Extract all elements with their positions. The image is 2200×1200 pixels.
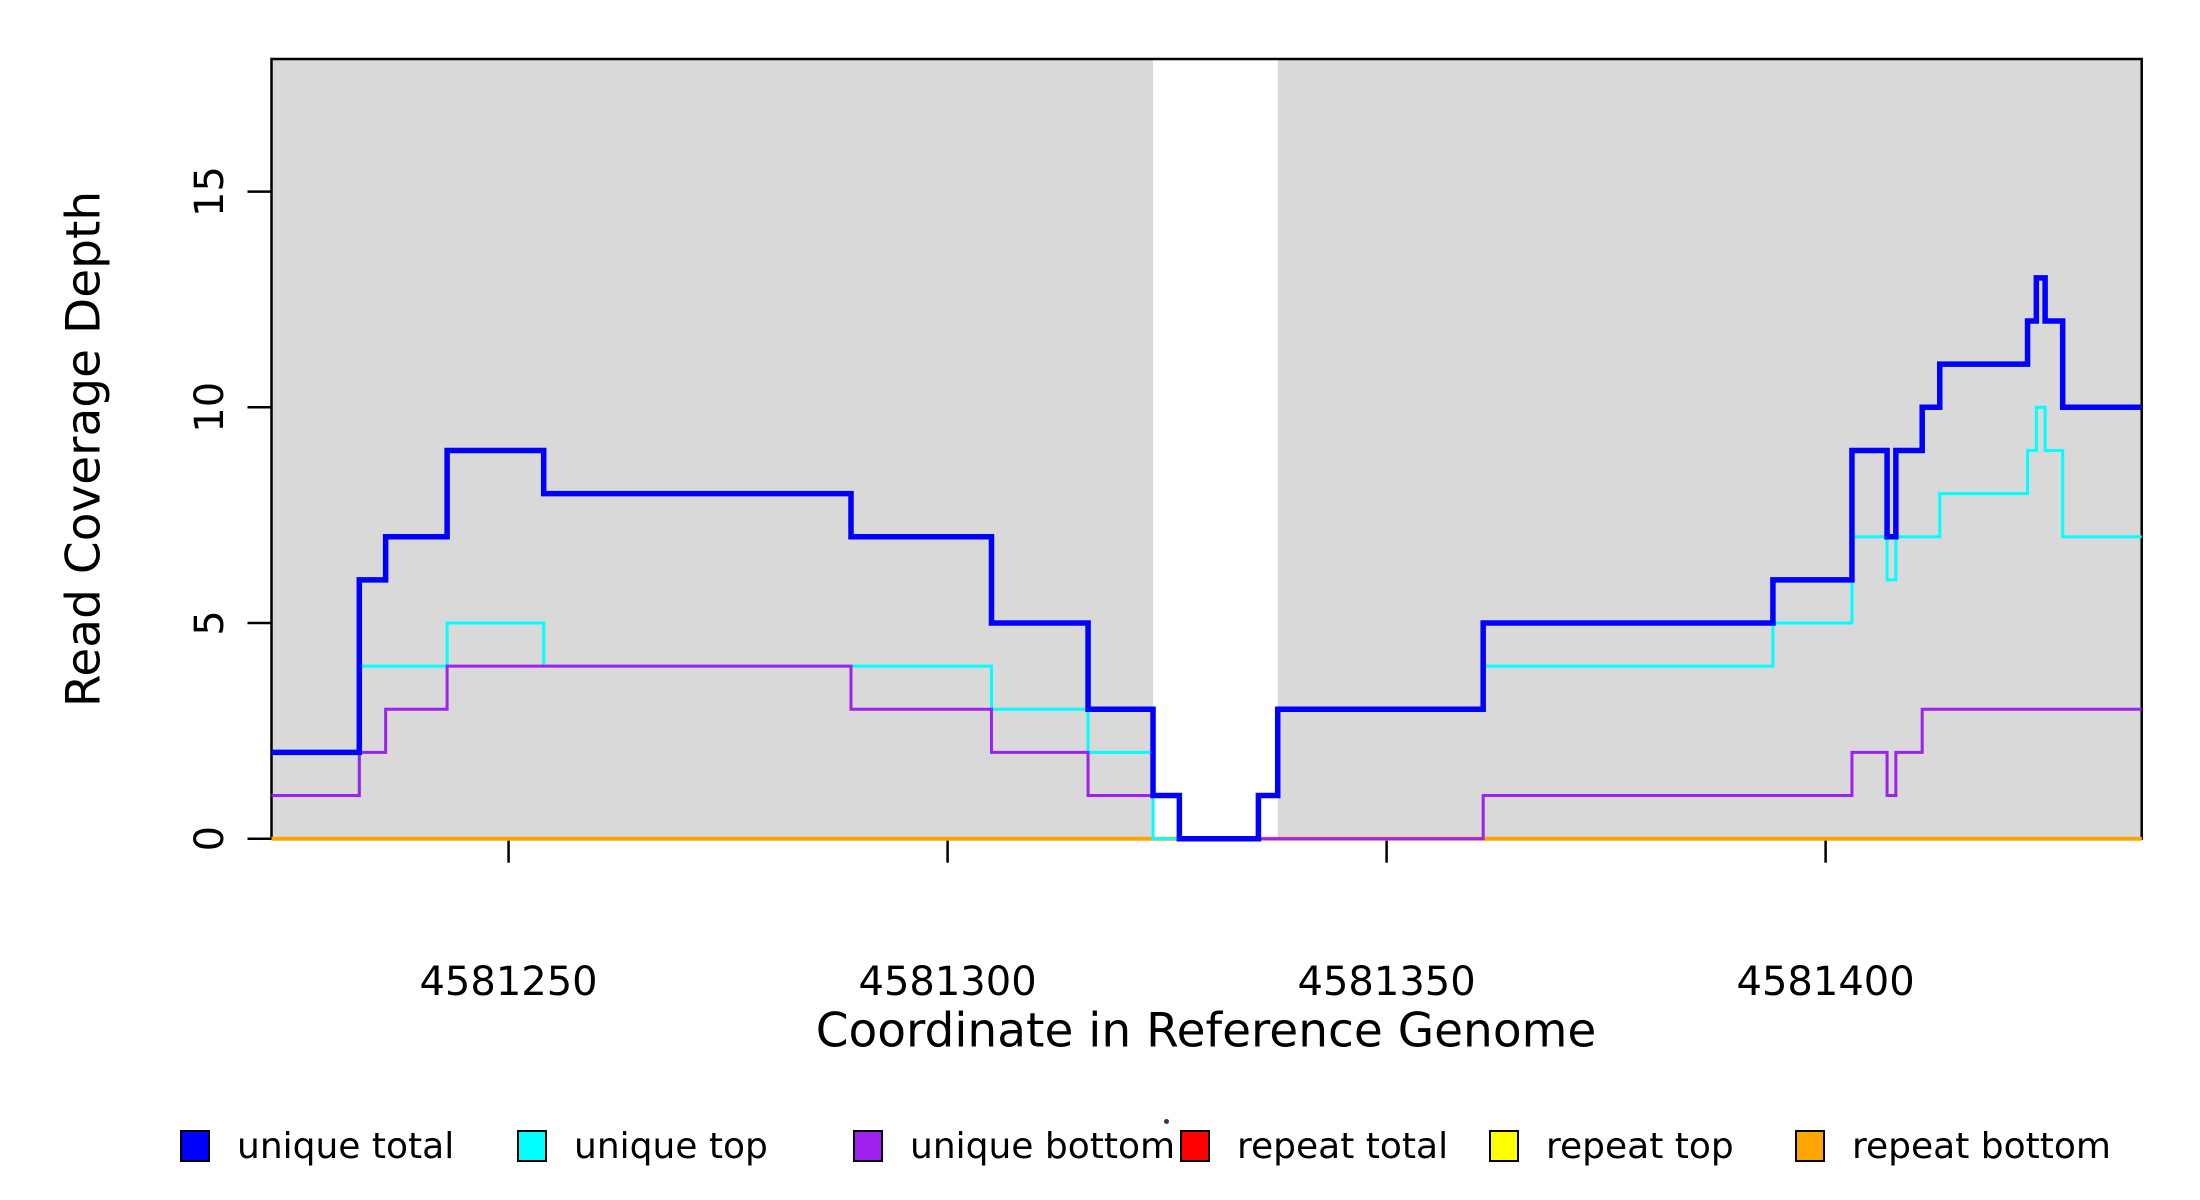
legend-entry-unique-bottom: unique bottom <box>853 1126 1175 1167</box>
stray-dot <box>1164 1119 1169 1124</box>
legend-swatch-icon <box>517 1130 547 1162</box>
y-axis-title: Read Coverage Depth <box>56 190 112 708</box>
legend-label: repeat bottom <box>1852 1125 2111 1167</box>
legend-entry-unique-top: unique top <box>517 1126 768 1167</box>
legend-entry-repeat-bottom: repeat bottom <box>1795 1126 2111 1167</box>
legend-label: unique bottom <box>910 1125 1176 1167</box>
legend-swatch-icon <box>180 1130 210 1162</box>
y-tick-label: 0 <box>187 826 233 851</box>
mappability-shade-region <box>1277 59 2142 839</box>
y-tick-label: 15 <box>187 166 233 217</box>
legend-swatch-icon <box>1180 1130 1210 1162</box>
legend-entry-repeat-total: repeat total <box>1180 1126 1448 1167</box>
legend-swatch-icon <box>1795 1130 1825 1162</box>
x-tick-label: 4581400 <box>1737 959 1915 1005</box>
legend-label: unique top <box>574 1125 768 1167</box>
y-tick-label: 10 <box>187 382 233 433</box>
x-tick-label: 4581300 <box>859 959 1037 1005</box>
legend-label: repeat total <box>1237 1125 1449 1167</box>
legend-label: unique total <box>237 1125 455 1167</box>
x-axis-title: Coordinate in Reference Genome <box>815 1003 1597 1059</box>
mappability-shade-region <box>271 59 1154 839</box>
legend-swatch-icon <box>853 1130 883 1162</box>
legend-entry-repeat-top: repeat top <box>1489 1126 1734 1167</box>
y-tick-label: 5 <box>187 610 233 635</box>
legend-label: repeat top <box>1546 1125 1734 1167</box>
x-tick-label: 4581350 <box>1298 959 1476 1005</box>
x-tick-label: 4581250 <box>419 959 597 1005</box>
series-line-unique-bottom <box>271 664 2142 841</box>
legend-swatch-icon <box>1489 1130 1519 1162</box>
legend-entry-unique-total: unique total <box>180 1126 454 1167</box>
series-line-unique-total <box>271 275 2142 842</box>
